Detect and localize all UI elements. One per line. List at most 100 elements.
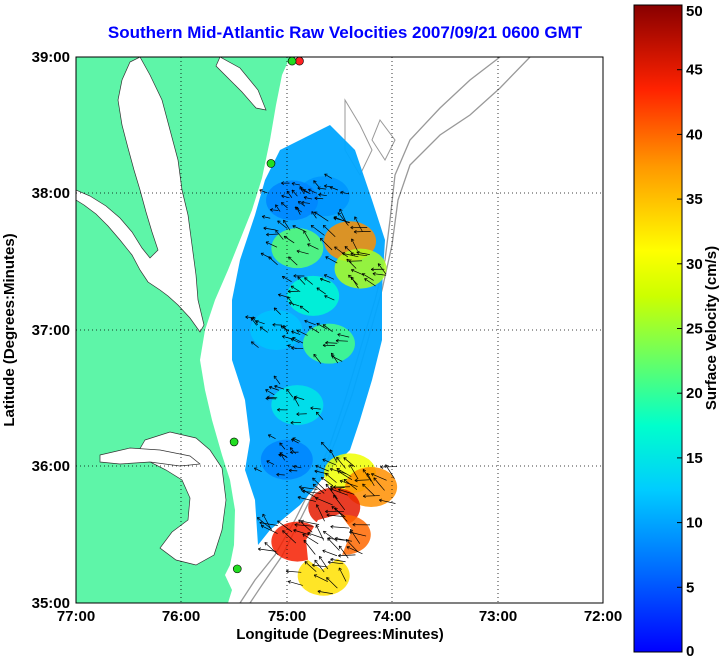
y-tick-label: 39:00: [32, 49, 70, 66]
velocity-vector: [325, 483, 338, 500]
velocity-vector: [320, 278, 331, 283]
velocity-vector-head: [325, 256, 329, 260]
velocity-vector-head: [319, 237, 324, 242]
velocity-vector: [329, 449, 338, 463]
colorbar-tick-label: 50: [686, 3, 703, 20]
velocity-vector: [304, 320, 316, 326]
velocity-vector-head: [281, 181, 285, 185]
velocity-vector-head: [314, 559, 318, 564]
velocity-vector-head: [303, 539, 307, 544]
velocity-vector-head: [329, 467, 334, 472]
velocity-vector-head: [268, 385, 273, 390]
velocity-vector-head: [362, 469, 367, 473]
velocity-vector: [336, 457, 346, 469]
land-mass: [76, 57, 290, 603]
velocity-vector-head: [274, 384, 278, 389]
velocity-vector-head: [325, 473, 329, 477]
velocity-vector: [314, 211, 329, 222]
velocity-vector-head: [330, 524, 334, 529]
velocity-vector: [322, 550, 338, 557]
velocity-vector: [254, 467, 262, 473]
velocity-vector-head: [312, 483, 317, 488]
velocity-vector: [314, 197, 324, 200]
velocity-vector: [319, 238, 333, 251]
velocity-vector-head: [300, 519, 305, 524]
velocity-vector: [297, 496, 317, 502]
velocity-vector: [313, 180, 320, 188]
y-axis-ticks: 39:00 38:00 37:00 36:00 35:00: [32, 49, 70, 612]
velocity-vector: [290, 285, 301, 293]
velocity-vector-head: [338, 488, 342, 492]
velocity-vector: [343, 479, 358, 491]
velocity-vector-head: [371, 472, 375, 477]
velocity-vector: [263, 227, 276, 231]
x-tick-label: 75:00: [268, 608, 306, 625]
velocity-vector-head: [322, 549, 326, 554]
velocity-vector: [331, 355, 343, 362]
albemarle-sound: [99, 447, 201, 467]
velocity-vector: [297, 276, 306, 285]
velocity-vector: [316, 504, 325, 522]
velocity-vector-head: [316, 322, 320, 327]
velocity-vector-head: [265, 389, 269, 393]
velocity-vector-head: [316, 287, 320, 291]
velocity-vector: [286, 190, 293, 198]
velocity-vector: [302, 533, 319, 545]
velocity-vector: [338, 545, 349, 559]
velocity-vector: [337, 333, 350, 338]
velocity-vector: [346, 546, 363, 555]
velocity-vector-head: [250, 341, 255, 345]
velocity-vector-head: [296, 412, 300, 416]
colorbar-tick-label: 35: [686, 191, 703, 208]
velocity-vector: [333, 494, 346, 511]
velocity-vector-head: [348, 259, 352, 263]
velocity-vector-head: [338, 553, 342, 558]
velocity-vector: [351, 238, 358, 251]
velocity-vector: [310, 225, 325, 236]
velocity-vector: [274, 385, 285, 390]
velocity-vector: [266, 396, 278, 399]
velocity-vector-head: [315, 411, 320, 416]
velocity-vector-head: [304, 277, 308, 281]
velocity-vector-head: [292, 225, 296, 229]
x-tick-label: 77:00: [57, 608, 95, 625]
velocity-vector-head: [275, 229, 279, 234]
velocity-vector: [324, 274, 335, 280]
velocity-vector-head: [333, 485, 337, 489]
colorbar-tick-label: 20: [686, 385, 703, 402]
velocity-vector-head: [299, 186, 303, 190]
velocity-vector: [296, 250, 309, 255]
x-axis-title: Longitude (Degrees:Minutes): [236, 626, 444, 643]
velocity-vector: [251, 341, 259, 348]
velocity-vector: [307, 243, 319, 250]
velocity-vector-head: [282, 530, 286, 534]
velocity-vector: [321, 477, 334, 487]
velocity-vector: [316, 411, 324, 420]
velocity-vector-head: [260, 524, 265, 529]
velocity-vector-head: [298, 519, 302, 523]
velocity-vector: [265, 241, 278, 248]
velocity-vector-head: [349, 464, 353, 468]
velocity-cell: [302, 323, 355, 364]
velocity-vector: [326, 514, 344, 517]
velocity-vector-head: [281, 275, 286, 280]
velocity-vector-head: [385, 464, 389, 468]
velocity-vector-head: [317, 186, 321, 191]
velocity-vector: [354, 479, 370, 481]
velocity-vector: [325, 256, 338, 264]
velocity-vector-head: [280, 325, 285, 329]
x-tick-label: 74:00: [373, 608, 411, 625]
velocity-vector: [282, 276, 292, 283]
velocity-vector: [338, 554, 356, 557]
velocity-vector: [288, 302, 300, 307]
velocity-vector: [294, 396, 305, 400]
velocity-vector-head: [266, 395, 270, 400]
velocity-vector-head: [310, 225, 315, 229]
velocity-vector-head: [313, 574, 318, 578]
velocity-vector-head: [330, 352, 335, 357]
velocity-vector-head: [304, 561, 308, 565]
velocity-vector-head: [371, 267, 374, 272]
velocity-vector: [311, 211, 317, 219]
velocity-vector-head: [350, 238, 355, 242]
radar-station-marker: [266, 159, 276, 168]
